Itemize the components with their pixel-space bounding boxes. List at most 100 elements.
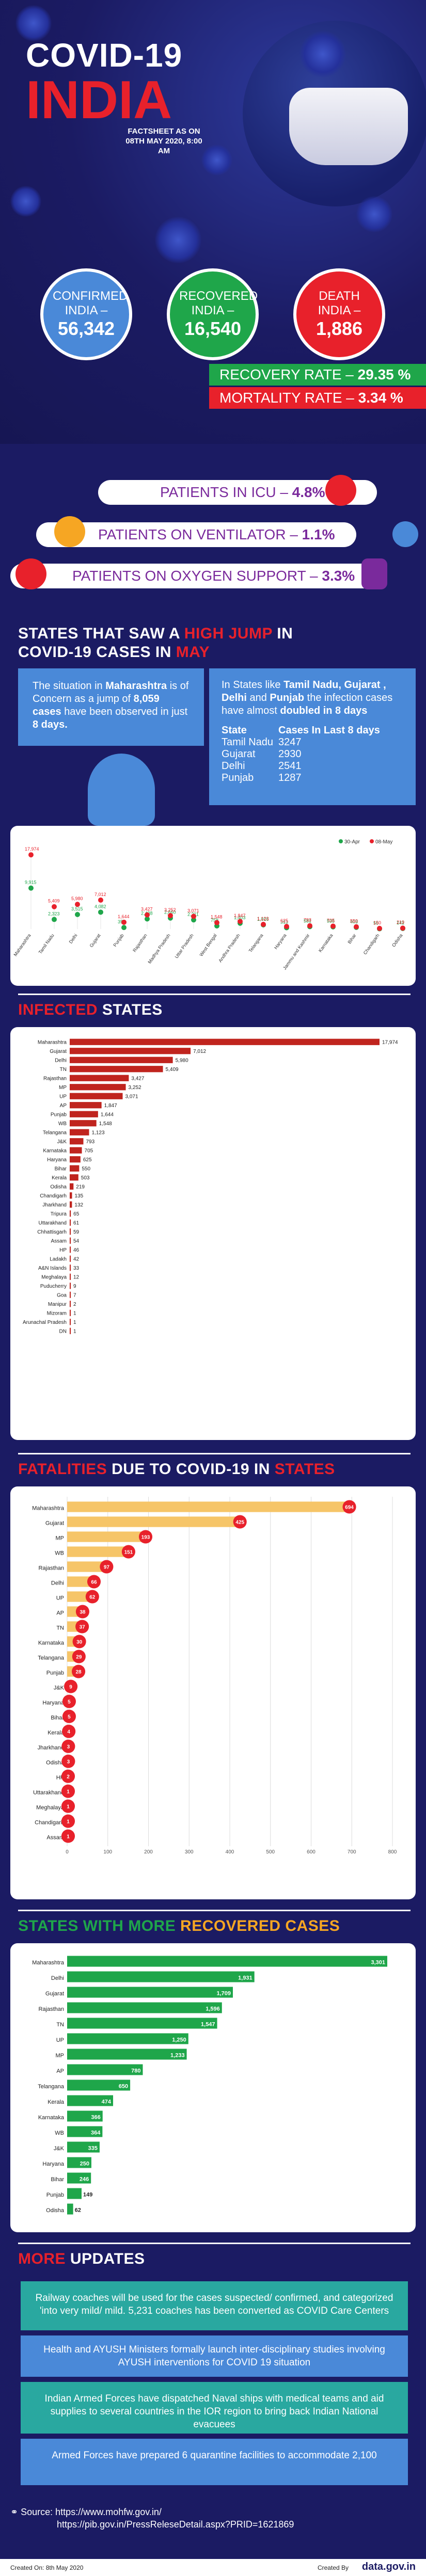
source-link-pib[interactable]: https://pib.gov.in/PressReleseDetail.asp… bbox=[57, 2519, 294, 2530]
title-covid: COVID-19 bbox=[26, 37, 183, 74]
bar bbox=[67, 1987, 233, 1998]
category-label: UP bbox=[56, 1595, 64, 1601]
updates-title-2: UPDATES bbox=[70, 2250, 145, 2267]
category-label: Chandigarh bbox=[40, 1193, 67, 1199]
value-label: 1,547 bbox=[201, 2021, 215, 2027]
data-label: 17,974 bbox=[25, 846, 39, 852]
data-point bbox=[354, 924, 359, 930]
value-label: 135 bbox=[75, 1193, 84, 1199]
legend-label: 08-May bbox=[375, 839, 392, 845]
recovered-title: STATES WITH MORE RECOVERED CASES bbox=[18, 1917, 340, 1935]
category-label: Karnataka bbox=[38, 2115, 65, 2121]
confirmed-label: CONFIRMED INDIA – bbox=[53, 289, 128, 317]
box2-states: Tamil Nadu, Gujarat , Delhi bbox=[222, 679, 386, 703]
bar bbox=[67, 2172, 91, 2184]
recovered-value: 16,540 bbox=[184, 318, 242, 339]
category-label: Meghalaya bbox=[36, 1804, 65, 1811]
tick-label: Andhra Pradesh bbox=[217, 933, 241, 963]
tick-label: 800 bbox=[388, 1849, 397, 1855]
category-label: Haryana bbox=[47, 1157, 67, 1163]
category-label: Haryana bbox=[42, 1700, 64, 1706]
category-label: Kerala bbox=[48, 1730, 65, 1736]
table-cell-state: Delhi bbox=[222, 760, 245, 772]
value-label: 65 bbox=[73, 1211, 80, 1217]
value-label: 364 bbox=[91, 2130, 101, 2136]
value-label: 9 bbox=[73, 1284, 76, 1289]
jump-chart-panel: 30-Apr 08-May 9,915 17,974 Maharashtra 2,323 5… bbox=[10, 826, 416, 986]
may-title-3: IN bbox=[277, 625, 293, 642]
value-label: 1 bbox=[73, 1329, 76, 1334]
tick-label: 100 bbox=[103, 1849, 112, 1855]
bar bbox=[70, 1138, 84, 1145]
data-point bbox=[377, 925, 382, 931]
bar bbox=[70, 1129, 89, 1135]
data-label: 3,515 bbox=[71, 906, 83, 911]
recovered-title-2: RECOVERED CASES bbox=[180, 1917, 340, 1934]
value-label: 1 bbox=[67, 1804, 70, 1810]
infected-title-1: INFECTED bbox=[18, 1001, 98, 1018]
virus-icon bbox=[299, 31, 346, 77]
infected-title: INFECTED STATES bbox=[18, 1001, 163, 1019]
fatalities-panel: 0 100 200 300 400 500 600 700 800 Maharashtra 694 G… bbox=[10, 1486, 416, 1899]
category-label: Chhattisgarh bbox=[37, 1229, 67, 1235]
category-label: TN bbox=[56, 2022, 64, 2028]
legend-label: 30-Apr bbox=[344, 839, 360, 845]
source-link-mohfw[interactable]: https://www.mohfw.gov.in/ bbox=[55, 2507, 162, 2517]
category-label: WB bbox=[55, 1550, 64, 1556]
created-by: Created By bbox=[317, 2564, 349, 2571]
category-label: UP bbox=[56, 2037, 64, 2043]
value-label: 503 bbox=[81, 1175, 90, 1181]
ventilator-value: 1.1% bbox=[302, 526, 335, 542]
tick-label: Punjab bbox=[112, 933, 124, 948]
table-head-cases: Cases In Last 8 days bbox=[278, 725, 380, 736]
bar bbox=[70, 1301, 71, 1307]
data-point bbox=[28, 885, 34, 891]
value-label: 250 bbox=[80, 2161, 89, 2167]
data-label: 5,980 bbox=[71, 896, 83, 901]
category-label: TN bbox=[56, 1625, 64, 1631]
data-label: 625 bbox=[280, 918, 288, 923]
value-label: 5 bbox=[68, 1700, 71, 1705]
legend-marker bbox=[370, 839, 374, 843]
value-label: 7,012 bbox=[193, 1049, 206, 1054]
category-label: Meghalaya bbox=[41, 1274, 67, 1280]
bar bbox=[70, 1147, 82, 1154]
box2-text: In States like bbox=[222, 679, 281, 691]
category-label: Mizoram bbox=[47, 1310, 67, 1316]
patients-section: PATIENTS IN ICU – 4.8% PATIENTS ON VENTI… bbox=[0, 444, 426, 609]
data-label: 581 bbox=[304, 918, 311, 923]
tick-label: 600 bbox=[307, 1849, 315, 1855]
pill-oxygen: PATIENTS ON OXYGEN SUPPORT – 3.3% bbox=[10, 564, 387, 588]
category-label: Gujarat bbox=[50, 1049, 67, 1054]
death-value: 1,886 bbox=[315, 318, 363, 339]
infected-title-2: STATES bbox=[102, 1001, 163, 1018]
value-bubble bbox=[233, 1515, 247, 1529]
value-bubble bbox=[62, 1694, 76, 1708]
oxygen-label: PATIENTS ON OXYGEN SUPPORT – bbox=[72, 568, 318, 584]
value-label: 33 bbox=[73, 1266, 80, 1271]
divider bbox=[18, 1910, 411, 1911]
value-label: 3,427 bbox=[131, 1076, 144, 1081]
value-label: 1 bbox=[67, 1819, 70, 1825]
table-cell-state: Tamil Nadu bbox=[222, 737, 274, 748]
virus-icon bbox=[201, 145, 232, 175]
bar bbox=[67, 1516, 240, 1527]
may-title-4: COVID-19 CASES IN bbox=[18, 644, 171, 661]
category-label: WB bbox=[55, 2130, 64, 2136]
bar bbox=[70, 1291, 71, 1298]
data-point bbox=[75, 911, 80, 917]
value-label: 42 bbox=[73, 1256, 80, 1262]
icu-label: PATIENTS IN ICU – bbox=[160, 484, 288, 500]
value-label: 474 bbox=[102, 2099, 112, 2105]
table-row: Punjab 1287 bbox=[222, 772, 385, 784]
category-label: UP bbox=[59, 1094, 67, 1099]
mortality-rate-label: MORTALITY RATE – bbox=[219, 390, 354, 406]
value-label: 1 bbox=[67, 1789, 70, 1795]
bar bbox=[70, 1038, 380, 1045]
value-label: 1,644 bbox=[101, 1112, 114, 1117]
data-label: 1,548 bbox=[211, 915, 223, 920]
value-label: 650 bbox=[119, 2083, 128, 2089]
updates-title: MORE UPDATES bbox=[18, 2250, 145, 2268]
doubled-states-box: In States like Tamil Nadu, Gujarat , Del… bbox=[209, 668, 416, 805]
table-header: State Cases In Last 8 days bbox=[222, 725, 385, 737]
